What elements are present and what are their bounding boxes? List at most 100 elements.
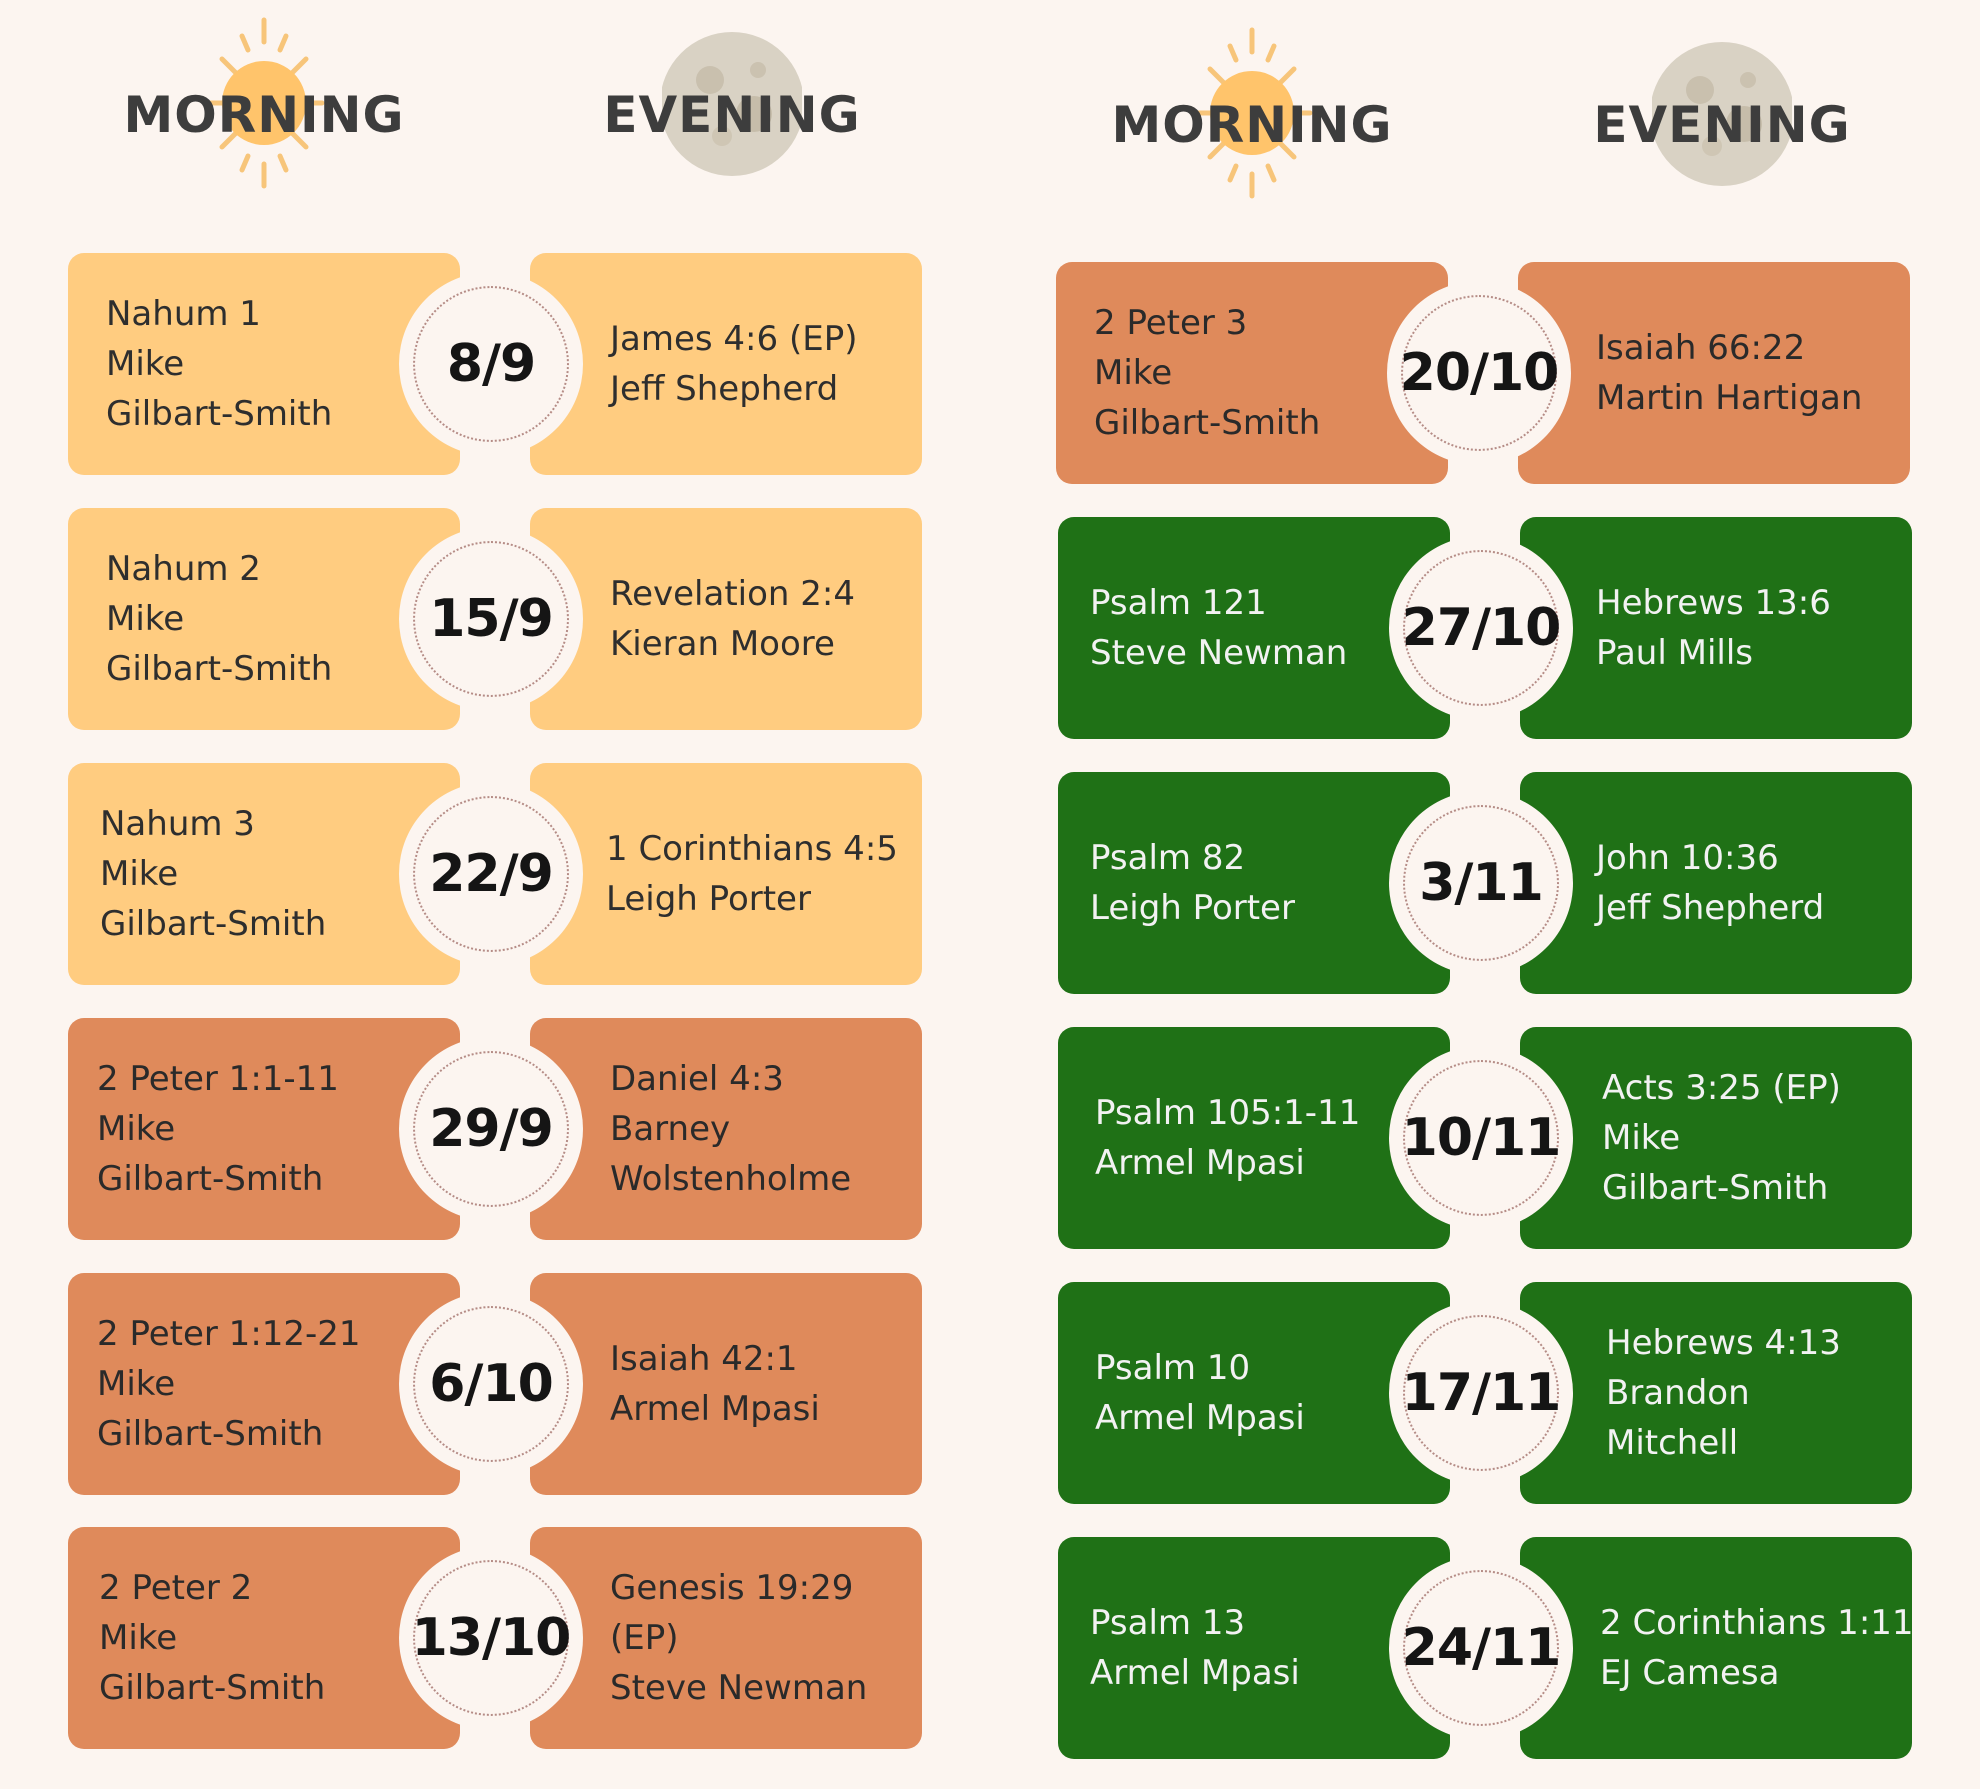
date-label: 8/9	[446, 334, 536, 394]
morning-card: Psalm 105:1-11 Armel Mpasi	[1058, 1027, 1450, 1249]
date-badge: 24/11	[1389, 1556, 1573, 1740]
morning-passage: Psalm 105:1-11	[1095, 1093, 1361, 1133]
schedule-row: 2 Peter 1:1-11 Mike Gilbart-Smith Daniel…	[68, 1018, 922, 1240]
schedule-row: Nahum 2 Mike Gilbart-Smith Revelation 2:…	[68, 508, 922, 730]
evening-card: John 10:36 Jeff Shepherd	[1520, 772, 1912, 994]
date-badge: 6/10	[399, 1292, 583, 1476]
morning-speaker: Armel Mpasi	[1095, 1143, 1305, 1183]
date-label: 22/9	[429, 844, 554, 904]
evening-passage: Hebrews 13:6	[1596, 583, 1831, 623]
date-badge: 13/10	[399, 1546, 583, 1730]
evening-speaker: Armel Mpasi	[610, 1389, 820, 1429]
morning-passage: Nahum 2	[106, 549, 261, 589]
evening-passage: Daniel 4:3	[610, 1059, 784, 1099]
morning-label: MORNING	[123, 86, 405, 144]
evening-card: Isaiah 42:1 Armel Mpasi	[530, 1273, 922, 1495]
evening-passage: John 10:36	[1596, 838, 1779, 878]
date-badge: 8/9	[399, 272, 583, 456]
evening-speaker-surname: Gilbart-Smith	[1602, 1168, 1829, 1208]
morning-card: 2 Peter 2 Mike Gilbart-Smith	[68, 1527, 460, 1749]
date-badge: 29/9	[399, 1037, 583, 1221]
schedule-row: Psalm 10 Armel Mpasi Hebrews 4:13 Brando…	[1058, 1282, 1912, 1504]
date-label: 13/10	[411, 1608, 572, 1668]
date-label: 20/10	[1399, 343, 1560, 403]
evening-passage: Genesis 19:29	[610, 1568, 854, 1608]
morning-label: MORNING	[1111, 96, 1393, 154]
morning-speaker: Mike	[106, 344, 185, 384]
right-morning-header: MORNING	[1092, 24, 1412, 224]
morning-card: 2 Peter 3 Mike Gilbart-Smith	[1056, 262, 1448, 484]
morning-speaker: Mike	[1094, 353, 1173, 393]
date-badge: 17/11	[1389, 1301, 1573, 1485]
evening-passage: 1 Corinthians 4:5	[606, 829, 898, 869]
morning-card: Nahum 3 Mike Gilbart-Smith	[68, 763, 460, 985]
evening-speaker: Steve Newman	[610, 1668, 868, 1708]
morning-speaker: Mike	[106, 599, 185, 639]
evening-speaker-surname: Wolstenholme	[610, 1159, 852, 1199]
schedule-row: 2 Peter 2 Mike Gilbart-Smith Genesis 19:…	[68, 1527, 922, 1749]
morning-card: Psalm 82 Leigh Porter	[1058, 772, 1450, 994]
evening-speaker: Brandon	[1606, 1373, 1750, 1413]
schedule-row: Psalm 82 Leigh Porter John 10:36 Jeff Sh…	[1058, 772, 1912, 994]
morning-card: Nahum 1 Mike Gilbart-Smith	[68, 253, 460, 475]
date-badge: 20/10	[1387, 281, 1571, 465]
date-label: 24/11	[1401, 1618, 1562, 1678]
schedule-row: Nahum 3 Mike Gilbart-Smith 1 Corinthians…	[68, 763, 922, 985]
evening-speaker: Jeff Shepherd	[1596, 888, 1825, 928]
evening-speaker: Kieran Moore	[610, 624, 835, 664]
morning-speaker: Mike	[97, 1109, 176, 1149]
sun-icon	[1191, 27, 1313, 199]
evening-passage-note: (EP)	[610, 1618, 679, 1658]
morning-card: Psalm 10 Armel Mpasi	[1058, 1282, 1450, 1504]
evening-speaker: Jeff Shepherd	[610, 369, 839, 409]
date-badge: 22/9	[399, 782, 583, 966]
evening-passage: Acts 3:25 (EP)	[1602, 1068, 1841, 1108]
evening-card: 1 Corinthians 4:5 Leigh Porter	[530, 763, 922, 985]
morning-speaker-surname: Gilbart-Smith	[97, 1159, 324, 1199]
date-label: 15/9	[429, 589, 554, 649]
evening-card: Genesis 19:29 (EP) Steve Newman	[530, 1527, 922, 1749]
evening-label: EVENING	[603, 86, 861, 144]
morning-passage: 2 Peter 1:1-11	[97, 1059, 339, 1099]
evening-speaker: Paul Mills	[1596, 633, 1754, 673]
date-badge: 3/11	[1389, 791, 1573, 975]
morning-speaker-surname: Gilbart-Smith	[99, 1668, 326, 1708]
morning-passage: Psalm 82	[1090, 838, 1246, 878]
evening-speaker: Leigh Porter	[606, 879, 811, 919]
morning-passage: Nahum 3	[100, 804, 255, 844]
morning-card: Nahum 2 Mike Gilbart-Smith	[68, 508, 460, 730]
morning-speaker-surname: Gilbart-Smith	[106, 394, 333, 434]
evening-speaker: Mike	[1602, 1118, 1681, 1158]
morning-passage: Psalm 10	[1095, 1348, 1251, 1388]
schedule-row: 2 Peter 3 Mike Gilbart-Smith Isaiah 66:2…	[1056, 262, 1910, 484]
schedule-row: Psalm 121 Steve Newman Hebrews 13:6 Paul…	[1058, 517, 1912, 739]
left-morning-header: MORNING	[104, 14, 424, 214]
evening-card: Revelation 2:4 Kieran Moore	[530, 508, 922, 730]
morning-card: 2 Peter 1:12-21 Mike Gilbart-Smith	[68, 1273, 460, 1495]
evening-speaker: EJ Camesa	[1600, 1653, 1780, 1693]
morning-speaker: Mike	[100, 854, 179, 894]
moon-icon	[662, 32, 802, 176]
morning-passage: Nahum 1	[106, 294, 261, 334]
morning-speaker-surname: Gilbart-Smith	[106, 649, 333, 689]
schedule-row: Nahum 1 Mike Gilbart-Smith James 4:6 (EP…	[68, 253, 922, 475]
morning-passage: 2 Peter 3	[1094, 303, 1248, 343]
morning-speaker: Leigh Porter	[1090, 888, 1295, 928]
evening-card: Daniel 4:3 Barney Wolstenholme	[530, 1018, 922, 1240]
date-badge: 15/9	[399, 527, 583, 711]
evening-passage: Hebrews 4:13	[1606, 1323, 1841, 1363]
left-evening-header: EVENING	[572, 14, 892, 214]
evening-passage: Revelation 2:4	[610, 574, 855, 614]
moon-icon	[1652, 42, 1792, 186]
morning-passage: 2 Peter 1:12-21	[97, 1314, 361, 1354]
morning-passage: Psalm 13	[1090, 1603, 1246, 1643]
evening-passage: Isaiah 42:1	[610, 1339, 798, 1379]
morning-speaker: Mike	[97, 1364, 176, 1404]
evening-speaker-surname: Mitchell	[1606, 1423, 1739, 1463]
morning-speaker-surname: Gilbart-Smith	[1094, 403, 1321, 443]
evening-card: Acts 3:25 (EP) Mike Gilbart-Smith	[1520, 1027, 1912, 1249]
evening-passage: 2 Corinthians 1:11	[1600, 1603, 1914, 1643]
evening-passage: Isaiah 66:22	[1596, 328, 1806, 368]
schedule-row: Psalm 13 Armel Mpasi 2 Corinthians 1:11 …	[1058, 1537, 1914, 1759]
morning-passage: Psalm 121	[1090, 583, 1267, 623]
